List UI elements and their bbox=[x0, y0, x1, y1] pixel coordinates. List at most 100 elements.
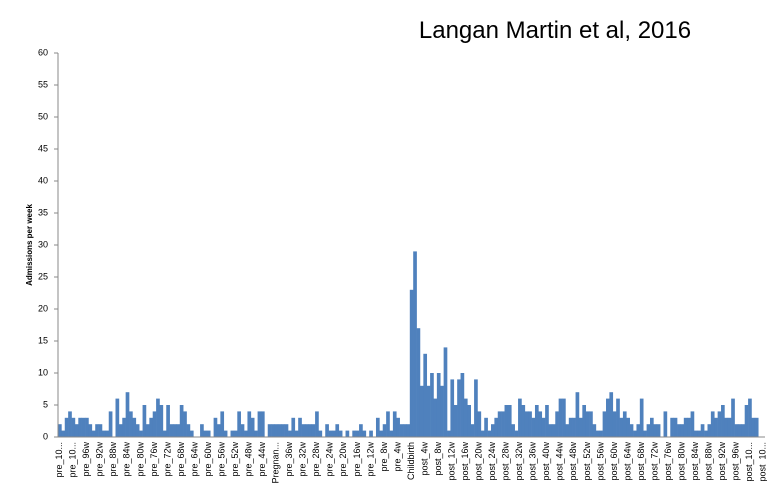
bar bbox=[413, 251, 417, 437]
y-tick-label: 60 bbox=[38, 47, 48, 57]
x-tick-label: post_92w bbox=[717, 442, 727, 481]
x-tick-label: pre_52w bbox=[230, 442, 240, 477]
x-tick-label: pre_76w bbox=[149, 442, 159, 477]
bar bbox=[497, 411, 502, 437]
bar bbox=[406, 424, 411, 437]
bar bbox=[704, 430, 708, 437]
bar bbox=[186, 424, 191, 437]
bar bbox=[423, 353, 428, 437]
bar bbox=[490, 424, 495, 437]
bar bbox=[433, 398, 438, 437]
bar bbox=[528, 411, 532, 437]
bar bbox=[575, 392, 580, 437]
x-tick-label: pre_4w bbox=[392, 442, 402, 472]
x-tick-label: pre_28w bbox=[311, 442, 321, 477]
bar bbox=[430, 373, 434, 437]
x-tick-label: pre_84w bbox=[122, 442, 132, 477]
bar bbox=[555, 411, 559, 437]
bar bbox=[294, 430, 299, 437]
x-tick-label: post_28w bbox=[501, 442, 511, 481]
bar bbox=[105, 430, 110, 437]
bar bbox=[338, 430, 343, 437]
x-tick-label: post_10... bbox=[758, 442, 767, 482]
bar bbox=[507, 405, 512, 437]
bar bbox=[68, 411, 72, 437]
x-tick-label: post_24w bbox=[487, 442, 497, 481]
bar bbox=[318, 430, 323, 437]
bar bbox=[467, 405, 471, 437]
bar bbox=[453, 405, 458, 437]
bar bbox=[545, 405, 549, 437]
bar bbox=[189, 430, 194, 437]
bar bbox=[602, 411, 607, 437]
bar bbox=[115, 398, 120, 437]
bar bbox=[173, 424, 177, 437]
bar bbox=[599, 430, 603, 437]
bar bbox=[622, 411, 627, 437]
bar bbox=[463, 398, 468, 437]
bar bbox=[609, 392, 614, 437]
bar bbox=[474, 379, 478, 437]
bar bbox=[135, 424, 140, 437]
bar bbox=[328, 430, 333, 437]
bar bbox=[95, 424, 99, 437]
bar bbox=[558, 398, 563, 437]
bar bbox=[240, 424, 245, 437]
x-tick-label: post_32w bbox=[514, 442, 524, 481]
bar bbox=[511, 424, 515, 437]
bar bbox=[396, 417, 400, 437]
bar bbox=[494, 417, 499, 437]
bar bbox=[332, 430, 336, 437]
bar bbox=[139, 430, 143, 437]
bar bbox=[436, 373, 441, 437]
x-tick-label: Childbirth bbox=[406, 442, 416, 480]
x-tick-label: post_10... bbox=[744, 442, 754, 482]
bar bbox=[501, 411, 505, 437]
bar bbox=[748, 398, 752, 437]
bar bbox=[108, 411, 113, 437]
bar bbox=[213, 417, 218, 437]
x-tick-label: post_80w bbox=[676, 442, 686, 481]
bar bbox=[690, 411, 695, 437]
bar bbox=[710, 411, 715, 437]
y-axis-label: Admissions per week bbox=[25, 204, 34, 286]
bar bbox=[125, 392, 130, 437]
bar bbox=[595, 430, 600, 437]
bar bbox=[274, 424, 279, 437]
bar bbox=[670, 417, 674, 437]
bar bbox=[653, 424, 658, 437]
bar bbox=[633, 430, 637, 437]
bar bbox=[284, 424, 289, 437]
bar bbox=[470, 424, 475, 437]
bar bbox=[714, 417, 718, 437]
bar bbox=[521, 405, 526, 437]
bar bbox=[589, 411, 593, 437]
bar bbox=[565, 424, 570, 437]
bar bbox=[717, 411, 722, 437]
bar bbox=[562, 398, 566, 437]
y-tick-label: 50 bbox=[38, 111, 48, 121]
bar bbox=[267, 424, 272, 437]
bar bbox=[88, 424, 93, 437]
x-tick-label: post_60w bbox=[609, 442, 619, 481]
bar bbox=[693, 430, 698, 437]
bar bbox=[727, 417, 732, 437]
bar bbox=[399, 424, 404, 437]
x-tick-label: post_36w bbox=[528, 442, 538, 481]
bar bbox=[741, 424, 746, 437]
bar bbox=[250, 417, 255, 437]
x-tick-label: pre_88w bbox=[108, 442, 118, 477]
x-tick-label: pre_92w bbox=[95, 442, 105, 477]
x-tick-label: post_40w bbox=[541, 442, 551, 481]
y-tick-label: 45 bbox=[38, 143, 48, 153]
bar bbox=[315, 411, 319, 437]
bar bbox=[61, 430, 66, 437]
bar bbox=[220, 411, 225, 437]
bar bbox=[419, 385, 424, 437]
bar bbox=[440, 385, 444, 437]
bar bbox=[247, 411, 252, 437]
bar bbox=[352, 430, 356, 437]
y-tick-label: 0 bbox=[43, 431, 48, 441]
y-tick-label: 40 bbox=[38, 175, 48, 185]
bar bbox=[132, 417, 137, 437]
